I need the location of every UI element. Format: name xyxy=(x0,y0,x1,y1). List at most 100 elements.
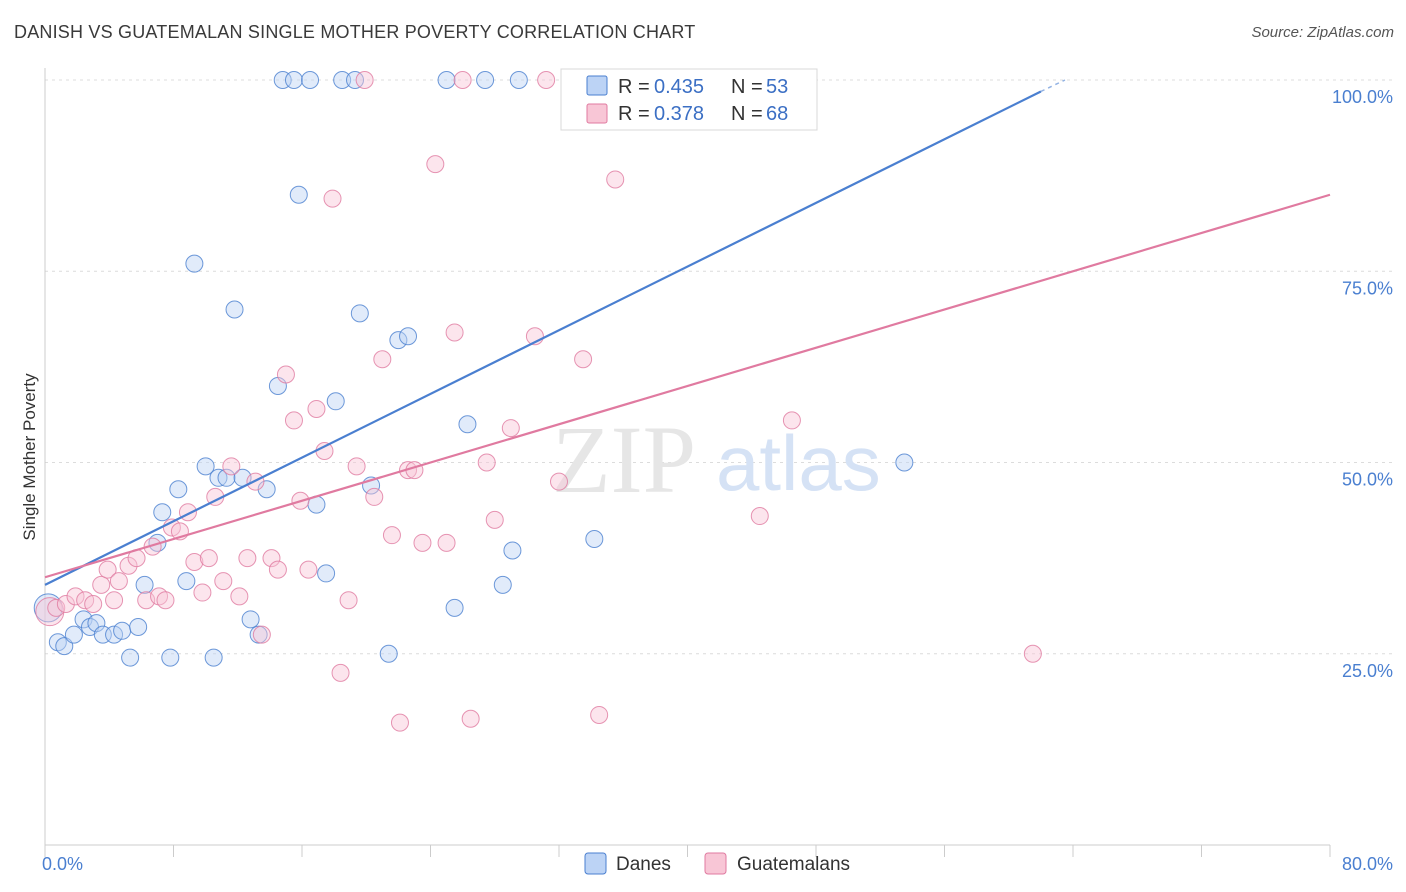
legend-n-value: 53 xyxy=(766,76,788,98)
guatemalans-point xyxy=(193,583,212,602)
danes-point xyxy=(161,648,180,667)
y-tick-labels: 25.0% 50.0% 75.0% 100.0% xyxy=(1332,87,1393,681)
guatemalans-trend-line xyxy=(44,193,1331,579)
guatemalans-point xyxy=(307,399,326,418)
guatemalans-point xyxy=(365,487,384,506)
danes-point xyxy=(55,637,74,656)
danes-point xyxy=(346,71,365,89)
legend-swatch-guatemalans xyxy=(586,103,608,124)
x-tick-label: 80.0% xyxy=(1342,854,1393,874)
guatemalans-point xyxy=(355,71,374,89)
guatemalans-point xyxy=(501,419,520,438)
source-credit: Source: ZipAtlas.com xyxy=(1251,24,1394,41)
bottom-legend: Danes Guatemalans xyxy=(584,852,850,875)
danes-point xyxy=(379,644,398,663)
danes-point xyxy=(445,598,464,617)
danes-point xyxy=(177,572,196,591)
watermark-zip: ZIP xyxy=(552,406,696,513)
legend-r-value: 0.435 xyxy=(654,76,704,98)
danes-point xyxy=(196,457,215,476)
guatemalans-point xyxy=(445,323,464,342)
danes-point xyxy=(301,71,320,89)
guatemalans-point xyxy=(339,591,358,610)
guatemalans-point xyxy=(222,457,241,476)
danes-point xyxy=(169,480,188,499)
danes-point xyxy=(113,621,132,640)
guatemalans-point xyxy=(590,705,609,724)
guatemalans-point xyxy=(315,442,334,461)
danes-point xyxy=(895,453,914,472)
guatemalans-point xyxy=(268,560,287,579)
trend-lines xyxy=(44,79,1331,586)
guatemalans-point xyxy=(477,453,496,472)
guatemalans-point xyxy=(485,510,504,529)
guatemalans-point xyxy=(331,663,350,682)
guatemalans-point xyxy=(550,472,568,491)
guatemalans-point xyxy=(56,595,75,614)
x-tick-labels: 0.0% 80.0% xyxy=(42,854,1393,874)
danes-point xyxy=(204,648,223,667)
guatemalans-point xyxy=(230,587,249,606)
danes-point xyxy=(350,304,369,323)
y-tick-label: 75.0% xyxy=(1342,278,1393,298)
danes-point xyxy=(326,392,345,411)
guatemalans-point xyxy=(299,560,318,579)
legend-swatch-danes xyxy=(586,75,608,96)
grid-lines xyxy=(45,79,1395,655)
danes-point xyxy=(333,71,352,89)
guatemalans-points xyxy=(35,71,1042,732)
danes-trend-extension xyxy=(1040,79,1066,93)
danes-point xyxy=(458,415,477,434)
danes-point xyxy=(185,254,204,273)
y-tick-label: 100.0% xyxy=(1332,87,1393,107)
chart-title: DANISH VS GUATEMALAN SINGLE MOTHER POVER… xyxy=(14,22,696,42)
danes-point xyxy=(129,617,148,636)
danes-point xyxy=(503,541,522,560)
danes-point xyxy=(121,648,140,667)
guatemalans-point xyxy=(92,575,111,594)
guatemalans-point xyxy=(252,625,271,644)
guatemalans-point xyxy=(782,411,801,430)
guatemalans-point xyxy=(66,587,85,606)
danes-point xyxy=(284,71,303,89)
guatemalans-point xyxy=(323,189,342,208)
guatemalans-point xyxy=(390,713,409,732)
guatemalans-point xyxy=(606,170,625,189)
legend-n-value: 68 xyxy=(766,103,788,125)
guatemalans-point xyxy=(1023,644,1042,663)
guatemalans-point xyxy=(574,350,593,369)
danes-point xyxy=(153,503,172,522)
axes xyxy=(44,68,1331,857)
guatemalans-point xyxy=(262,549,281,568)
guatemalans-point xyxy=(426,155,445,174)
bottom-swatch-danes xyxy=(584,852,607,875)
guatemalans-point xyxy=(105,591,124,610)
x-tick-label: 0.0% xyxy=(42,854,83,874)
guatemalans-point xyxy=(382,526,401,545)
bottom-legend-danes: Danes xyxy=(616,854,671,875)
legend-r-label: R = xyxy=(618,103,650,125)
guatemalans-point xyxy=(214,572,233,591)
y-tick-label: 25.0% xyxy=(1342,661,1393,681)
guatemalans-point xyxy=(238,549,257,568)
danes-point xyxy=(509,71,528,89)
danes-point xyxy=(225,300,244,319)
guatemalans-point xyxy=(185,552,204,571)
danes-point xyxy=(217,468,236,487)
legend-r-label: R = xyxy=(618,76,650,98)
watermark: ZIP atlas xyxy=(552,406,881,513)
danes-point xyxy=(64,625,83,644)
guatemalans-point xyxy=(461,709,480,728)
legend-box: R = 0.435 N = 53 R = 0.378 N = 68 xyxy=(560,68,818,131)
watermark-atlas: atlas xyxy=(716,419,881,507)
guatemalans-point xyxy=(373,350,392,369)
danes-point xyxy=(476,71,495,89)
guatemalans-point xyxy=(453,71,472,89)
danes-point xyxy=(585,530,604,548)
guatemalans-point xyxy=(47,598,66,617)
danes-point xyxy=(87,614,106,633)
danes-trend-line xyxy=(44,90,1042,586)
danes-point xyxy=(399,327,418,346)
legend-n-label: N = xyxy=(731,76,763,98)
bottom-swatch-guatemalans xyxy=(704,852,727,875)
